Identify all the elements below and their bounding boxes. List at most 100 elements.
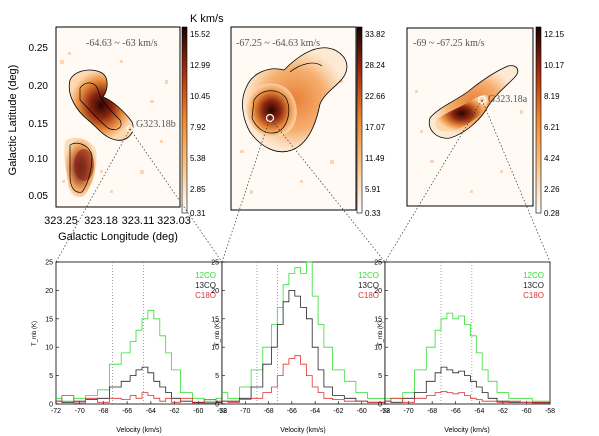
- spectrum-y-tick: 5: [215, 373, 219, 380]
- map-y-axis-label: Galactic Latitude (deg): [7, 65, 19, 176]
- connector-line: [221, 117, 271, 263]
- spectrum-x-tick: -64: [474, 408, 484, 415]
- colorbar-2-tick: 0.33: [365, 209, 381, 218]
- spectra-axis-labels: T_mb (K) T_mb (K) T_mb (K) Velocity (km/…: [32, 321, 490, 434]
- legend-entry: 13CO: [358, 281, 379, 290]
- colorbar-1-tick: 7.92: [190, 123, 206, 132]
- spectrum-y-tick: 25: [374, 260, 382, 267]
- spectrum-panel-middle: -72 -70 -68 -66 -64 -62 -60 -58051015202512CO13…: [211, 260, 390, 416]
- map-1-velocity-label: -64.63 ~ -63 km/s: [86, 38, 158, 49]
- colorbar-2-tick: 11.49: [365, 154, 385, 163]
- spectrum-x-tick: -70: [240, 408, 250, 415]
- spectrum-y-axis-label: T_mb (K): [32, 321, 38, 346]
- colorbar-3-tick: 8.19: [544, 92, 560, 101]
- map-y-tick: 0.05: [29, 191, 49, 202]
- colorbar-2-tick: 17.07: [365, 123, 386, 132]
- spectrum-line-12co: [385, 312, 550, 402]
- colorbar-1-tick: 0.31: [190, 209, 206, 218]
- connector-lines: [55, 99, 551, 263]
- spectrum-line-c18o: [385, 391, 550, 403]
- colorbar-3-tick: 0.28: [544, 209, 560, 218]
- colorbar-1-tick: 12.99: [190, 61, 211, 70]
- connector-line: [129, 128, 223, 263]
- spectrum-line-13co: [385, 366, 550, 404]
- spectrum-x-tick: -64: [310, 408, 320, 415]
- map-3-source-label: G323.18a: [488, 94, 528, 105]
- spectrum-y-tick: 10: [45, 345, 53, 352]
- map-y-tick: 0.25: [29, 43, 49, 54]
- spectrum-y-tick: 5: [378, 373, 382, 380]
- spectrum-y-axis-label: T_mb (K): [215, 321, 221, 346]
- spectrum-x-tick: -72: [380, 408, 390, 415]
- spectrum-y-tick: 25: [45, 260, 53, 267]
- map-y-axis: 0.25 0.20 0.15 0.10 0.05 Galactic Latitu…: [7, 43, 48, 202]
- spectrum-line-c18o: [222, 355, 385, 403]
- map-1-emission: [60, 52, 168, 198]
- map-x-tick: 323.25: [44, 215, 78, 227]
- spectrum-y-tick: 0: [49, 402, 53, 409]
- spectrum-y-tick: 20: [211, 288, 219, 295]
- map-y-tick: 0.10: [29, 154, 49, 165]
- connector-line: [269, 117, 386, 263]
- spectrum-x-tick: -60: [521, 408, 531, 415]
- spectrum-x-tick: -62: [498, 408, 508, 415]
- spectrum-x-tick: -66: [287, 408, 297, 415]
- map-y-tick: 0.15: [29, 119, 49, 130]
- colorbar-3: 12.15 10.17 8.19 6.21 4.24 2.26 0.28: [535, 26, 565, 218]
- spectrum-x-tick: -72: [51, 408, 61, 415]
- map-panel-1: -64.63 ~ -63 km/s G323.18b: [55, 26, 181, 208]
- map-x-tick: 323.18: [84, 215, 118, 227]
- spectrum-line-12co: [222, 261, 385, 399]
- spectrum-panel-left: -72 -70 -68 -66 -64 -62 -60 -58051015202512CO13…: [45, 260, 227, 416]
- spectrum-panel-right: -72 -70 -68 -66 -64 -62 -60 -58051015202512CO13…: [374, 260, 555, 416]
- spectrum-x-tick: -68: [264, 408, 274, 415]
- legend-entry: 12CO: [195, 271, 216, 280]
- legend-entry: C18O: [523, 291, 544, 300]
- map-x-tick: 323.03: [157, 215, 191, 227]
- colorbar-1: 15.52 12.99 10.45 7.92 5.38 2.85 0.31: [181, 26, 211, 218]
- spectrum-x-axis-label: Velocity (km/s): [444, 427, 490, 434]
- spectrum-x-tick: -58: [217, 408, 227, 415]
- spectrum-y-tick: 5: [49, 373, 53, 380]
- spectrum-y-tick: 15: [374, 316, 382, 323]
- spectrum-y-tick: 15: [45, 316, 53, 323]
- colorbar-2-tick: 5.91: [365, 185, 381, 194]
- spectra-panels: -72 -70 -68 -66 -64 -62 -60 -58051015202512CO13…: [45, 260, 555, 416]
- spectrum-x-tick: -64: [146, 408, 156, 415]
- spectrum-y-axis-label: T_mb (K): [378, 321, 384, 346]
- connector-line: [55, 128, 131, 263]
- spectrum-x-tick: -70: [404, 408, 414, 415]
- spectrum-x-tick: -58: [545, 408, 555, 415]
- map-1-source-label: G323.18b: [136, 119, 176, 130]
- spectrum-line-13co: [56, 366, 222, 404]
- colorbar-1-tick: 5.38: [190, 154, 206, 163]
- spectrum-x-tick: -58: [380, 408, 390, 415]
- legend-entry: 13CO: [195, 281, 216, 290]
- spectrum-frame: [384, 261, 551, 405]
- map-3-emission: [415, 65, 523, 193]
- spectrum-line-13co: [222, 290, 385, 403]
- spectrum-x-axis-label: Velocity (km/s): [280, 427, 326, 434]
- colorbar-2-tick: 22.66: [365, 92, 386, 101]
- map-2-emission: [240, 47, 348, 194]
- spectrum-y-tick: 10: [374, 345, 382, 352]
- spectrum-y-tick: 20: [45, 288, 53, 295]
- map-x-tick: 323.11: [122, 215, 155, 227]
- spectrum-y-tick: 25: [211, 260, 219, 267]
- spectrum-x-tick: -68: [427, 408, 437, 415]
- map-panel-2: -67.25 ~ -64.63 km/s: [230, 26, 357, 211]
- map-2-velocity-label: -67.25 ~ -64.63 km/s: [236, 38, 320, 49]
- map-panel-3: -69 ~ -67.25 km/s G323.18a: [406, 27, 534, 207]
- colorbar-3-tick: 2.26: [544, 185, 560, 194]
- colorbar-1-tick: 10.45: [190, 92, 211, 101]
- spectrum-y-tick: 10: [211, 345, 219, 352]
- colorbar-3-tick: 4.24: [544, 154, 560, 163]
- spectrum-x-tick: -60: [357, 408, 367, 415]
- colorbar-1-tick: 2.85: [190, 185, 206, 194]
- colorbar-2-tick: 33.82: [365, 30, 386, 39]
- spectrum-x-tick: -68: [98, 408, 108, 415]
- spectrum-x-tick: -72: [217, 408, 227, 415]
- spectrum-line-c18o: [56, 392, 222, 404]
